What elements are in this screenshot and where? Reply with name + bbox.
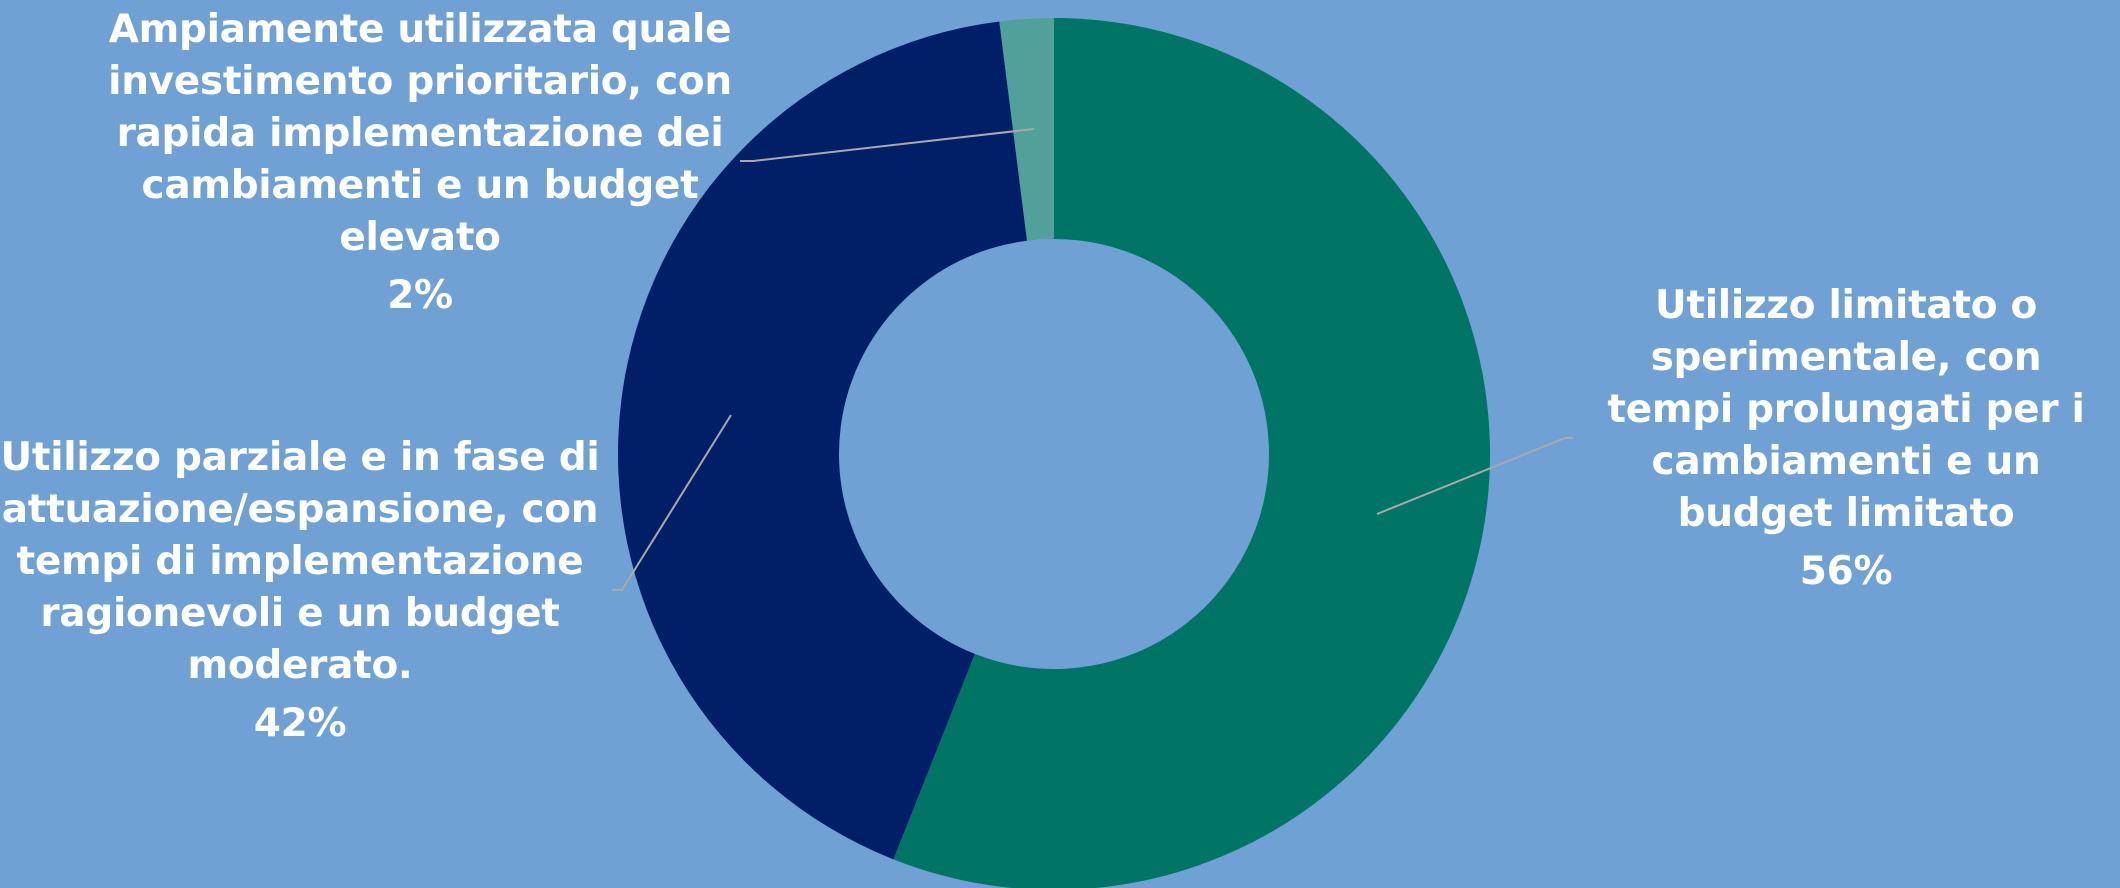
data-label-partial-use: Utilizzo parziale e in fase di attuazion… bbox=[0, 432, 600, 750]
leader-line-partial-use bbox=[612, 414, 732, 591]
data-label-text: Ampiamente utilizzata quale investimento… bbox=[108, 7, 732, 260]
data-label-limited-use: Utilizzo limitato o sperimentale, con te… bbox=[1586, 280, 2106, 598]
data-label-wide-use: Ampiamente utilizzata quale investimento… bbox=[100, 4, 740, 322]
data-label-percent: 42% bbox=[253, 701, 347, 746]
leader-line-wide-use bbox=[740, 128, 1035, 162]
leader-line-limited-use bbox=[1376, 437, 1573, 515]
slice-partial-use bbox=[617, 21, 1028, 860]
data-label-percent: 56% bbox=[1799, 549, 1893, 594]
data-label-text: Utilizzo limitato o sperimentale, con te… bbox=[1607, 283, 2085, 536]
data-label-text: Utilizzo parziale e in fase di attuazion… bbox=[0, 435, 600, 688]
slice-limited-use bbox=[893, 18, 1490, 888]
data-label-percent: 2% bbox=[387, 273, 453, 318]
